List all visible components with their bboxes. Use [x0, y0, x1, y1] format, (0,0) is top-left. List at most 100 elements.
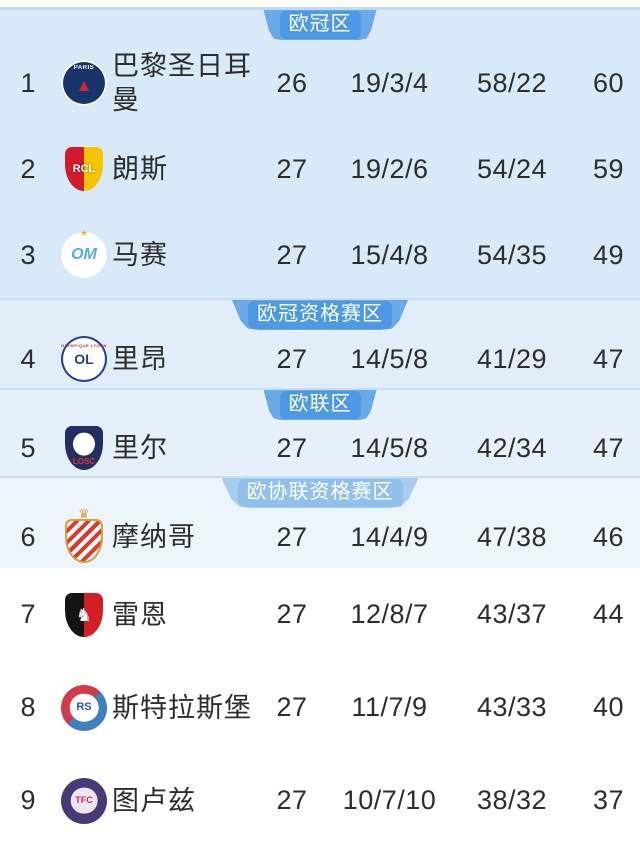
played-cell: 27 — [276, 692, 308, 722]
team-name: 朗斯 — [112, 154, 168, 184]
played-cell: 27 — [276, 521, 308, 552]
points-cell: 46 — [592, 521, 625, 552]
crest-cell: ♞ — [56, 592, 112, 637]
team-name: 里尔 — [112, 433, 168, 463]
rank-cell: 6 — [20, 521, 36, 552]
crest-glyph: ♞ — [75, 604, 93, 625]
goals-cell: 58/22 — [476, 67, 548, 98]
zone-section: 欧冠区 1 PARIS ▲ 巴黎圣日耳曼 26 19/3/4 58/22 60 2… — [0, 10, 640, 298]
crest-glyph: OL — [74, 351, 94, 367]
zone-rows: 1 PARIS ▲ 巴黎圣日耳曼 26 19/3/4 58/22 60 2 RCL… — [0, 40, 640, 298]
table-row[interactable]: 3 ★ OM 马赛 27 15/4/8 54/35 49 — [0, 212, 640, 298]
zone-badge: 欧冠区 — [263, 10, 377, 40]
points-cell: 44 — [592, 599, 625, 629]
zone-badge: 欧冠资格赛区 — [232, 300, 408, 330]
wdl-cell: 19/3/4 — [350, 67, 429, 98]
rank-cell: 1 — [20, 67, 36, 98]
rank-cell: 8 — [20, 692, 36, 722]
zone-badge-label: 欧联区 — [279, 391, 361, 419]
wdl-cell: 19/2/6 — [350, 153, 429, 184]
zone-rows: 5 LOSC 里尔 27 14/5/8 42/34 47 — [0, 420, 640, 476]
goals-cell: 54/35 — [476, 239, 548, 270]
rank-cell: 4 — [20, 343, 36, 374]
rank-cell: 7 — [20, 599, 36, 629]
table-row[interactable]: 1 PARIS ▲ 巴黎圣日耳曼 26 19/3/4 58/22 60 — [0, 40, 640, 126]
played-cell: 26 — [276, 67, 308, 98]
team-crest-icon: OLYMPIQUE LYONNAIS OL — [61, 336, 107, 382]
wdl-cell: 14/4/9 — [350, 521, 429, 552]
goals-cell: 47/38 — [476, 521, 548, 552]
table-row[interactable]: 9 TFC 图卢兹 27 10/7/10 38/32 37 — [0, 754, 640, 847]
team-name: 马赛 — [112, 240, 168, 270]
rank-cell: 2 — [20, 153, 36, 184]
crown-icon: ♛ — [78, 506, 90, 521]
wdl-cell: 14/5/8 — [350, 343, 429, 374]
team-name: 里昂 — [112, 344, 168, 374]
crest-bottom-text: LOSC — [72, 457, 96, 466]
crest-glyph: OM — [71, 246, 97, 263]
crest-center-dot — [69, 693, 99, 722]
played-cell: 27 — [276, 343, 308, 374]
goals-cell: 43/37 — [476, 599, 548, 629]
table-row[interactable]: 6 ♛ 摩纳哥 27 14/4/9 47/38 46 — [0, 507, 640, 566]
star-icon: ★ — [79, 228, 89, 238]
goals-cell: 38/32 — [476, 785, 548, 815]
crest-cell: ♛ — [56, 507, 112, 563]
rank-cell: 5 — [20, 432, 36, 463]
zone-section: 欧协联资格赛区 6 ♛ 摩纳哥 27 14/4/9 47/38 46 — [0, 476, 640, 566]
table-row[interactable]: 4 OLYMPIQUE LYONNAIS OL 里昂 27 14/5/8 41/2… — [0, 330, 640, 388]
crest-cell: RCL — [56, 147, 112, 191]
crest-cell: PARIS ▲ — [56, 60, 112, 106]
goals-cell: 54/24 — [476, 153, 548, 184]
table-row[interactable]: 5 LOSC 里尔 27 14/5/8 42/34 47 — [0, 420, 640, 476]
goals-cell: 43/33 — [476, 692, 548, 722]
points-cell: 47 — [592, 432, 625, 463]
wdl-cell: 11/7/9 — [351, 692, 428, 722]
crest-glyph: ▲ — [75, 76, 93, 95]
crest-center-dot — [70, 787, 98, 814]
wdl-cell: 12/8/7 — [350, 599, 429, 629]
team-name: 图卢兹 — [112, 785, 196, 816]
zone-badge: 欧联区 — [263, 390, 377, 420]
wdl-cell: 10/7/10 — [342, 785, 437, 815]
crest-center-dot — [72, 433, 96, 456]
team-crest-icon: ♞ — [65, 592, 103, 637]
wdl-cell: 14/5/8 — [350, 432, 429, 463]
goals-cell: 41/29 — [476, 343, 548, 374]
table-row[interactable]: 7 ♞ 雷恩 27 12/8/7 43/37 44 — [0, 568, 640, 661]
rank-cell: 3 — [20, 239, 36, 270]
points-cell: 59 — [592, 153, 625, 184]
table-row[interactable]: 2 RCL 朗斯 27 19/2/6 54/24 59 — [0, 126, 640, 212]
crest-glyph: RCL — [72, 162, 96, 175]
played-cell: 27 — [276, 785, 308, 815]
rank-cell: 9 — [20, 785, 36, 815]
crest-cell: TFC — [56, 777, 112, 824]
zone-section: 欧冠资格赛区 4 OLYMPIQUE LYONNAIS OL 里昂 27 14/5… — [0, 298, 640, 388]
crest-top-text: PARIS — [73, 65, 95, 71]
crest-cell: ★ OM — [56, 228, 112, 278]
played-cell: 27 — [276, 153, 308, 184]
crest-top-text: OLYMPIQUE LYONNAIS — [61, 343, 107, 348]
zone-badge-label: 欧冠区 — [279, 11, 361, 39]
team-crest-icon: RS — [61, 684, 107, 731]
top-strip — [0, 0, 640, 7]
team-name: 摩纳哥 — [112, 522, 196, 552]
table-row[interactable]: 8 RS 斯特拉斯堡 27 11/7/9 43/33 40 — [0, 661, 640, 754]
table-sections: 欧冠区 1 PARIS ▲ 巴黎圣日耳曼 26 19/3/4 58/22 60 2… — [0, 10, 640, 847]
wdl-cell: 15/4/8 — [350, 239, 429, 270]
zone-badge-label: 欧协联资格赛区 — [237, 479, 403, 507]
team-crest-icon: PARIS ▲ — [61, 60, 107, 106]
points-cell: 47 — [592, 343, 625, 374]
team-name: 巴黎圣日耳曼 — [112, 51, 252, 115]
zone-rows: 6 ♛ 摩纳哥 27 14/4/9 47/38 46 — [0, 507, 640, 566]
zone-rows: 7 ♞ 雷恩 27 12/8/7 43/37 44 8 RS 斯特拉斯堡 27 … — [0, 568, 640, 847]
points-cell: 40 — [592, 692, 625, 722]
team-name: 斯特拉斯堡 — [112, 692, 252, 723]
zone-badge-label: 欧冠资格赛区 — [248, 301, 392, 329]
zone-rows: 4 OLYMPIQUE LYONNAIS OL 里昂 27 14/5/8 41/2… — [0, 330, 640, 388]
points-cell: 60 — [592, 67, 625, 98]
points-cell: 49 — [592, 239, 625, 270]
played-cell: 27 — [276, 432, 308, 463]
zone-section: 欧联区 5 LOSC 里尔 27 14/5/8 42/34 47 — [0, 388, 640, 476]
